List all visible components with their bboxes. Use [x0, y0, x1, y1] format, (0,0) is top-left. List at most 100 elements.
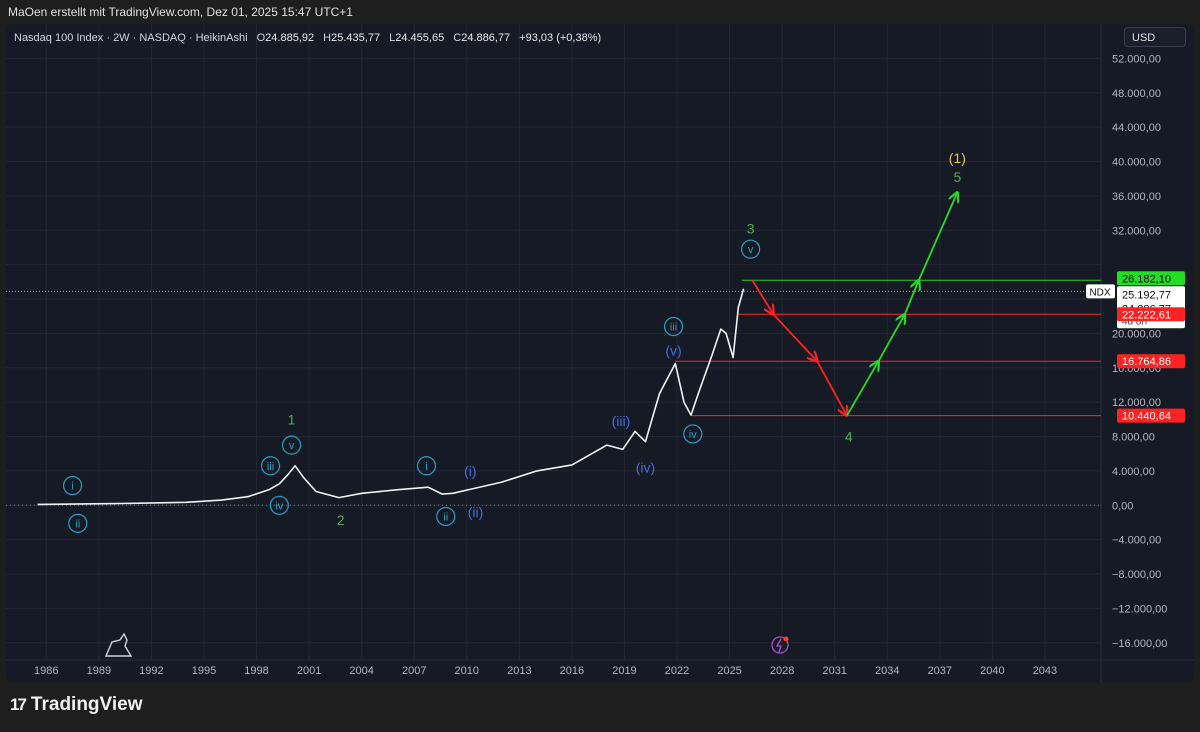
wave-label: 5	[953, 169, 961, 185]
symbol-tag-box	[1086, 284, 1115, 299]
chart-frame[interactable]: 1 v iii iv 2 i ii i ii (i) (ii) (iii) (iv) iii (v) iv 3 v…	[6, 24, 1194, 682]
x-tick-label: 2025	[717, 665, 741, 677]
wave-label: v	[748, 244, 754, 256]
x-tick-label: 2028	[770, 665, 794, 677]
wave-label: iv	[689, 429, 697, 441]
wave-label: iii	[670, 322, 677, 334]
projection-down-arrow[interactable]	[772, 313, 817, 361]
y-tick-label: −16.000,00	[1112, 638, 1167, 650]
low-value: 24.455,65	[395, 32, 445, 44]
bar-countdown: 4d 8h	[1122, 316, 1147, 327]
wave-label-circle	[683, 424, 703, 444]
x-tick-label: 2043	[1033, 665, 1057, 677]
projection-down-arrow[interactable]	[751, 279, 773, 314]
y-tick-label: 44.000,00	[1112, 122, 1161, 134]
price-series-line[interactable]	[37, 288, 745, 506]
wave-label: (v)	[665, 343, 681, 359]
wave-label-circle	[740, 239, 761, 259]
wave-label: (i)	[464, 463, 476, 479]
x-tick-label: 2004	[349, 665, 373, 677]
x-tick-label: 2016	[560, 665, 584, 677]
event-lightning-icon[interactable]	[771, 636, 789, 654]
y-tick-label: 40.000,00	[1112, 157, 1161, 169]
y-tick-label: 32.000,00	[1112, 225, 1161, 237]
wave-label: (iv)	[636, 459, 655, 475]
wave-label-circle	[281, 435, 302, 455]
x-tick-label: 2019	[612, 665, 636, 677]
x-tick-label: 2031	[822, 665, 846, 677]
wave-label: i	[425, 461, 427, 473]
price-label-red: 10.440,64	[1122, 411, 1171, 423]
x-tick-label: 2034	[875, 665, 899, 677]
y-tick-label: 20.000,00	[1112, 328, 1161, 340]
price-label-red: 22.222,61	[1122, 309, 1171, 321]
y-tick-label: 48.000,00	[1112, 88, 1161, 100]
wave-label: (ii)	[468, 504, 484, 520]
y-tick-label: −12.000,00	[1112, 603, 1167, 615]
price-label-red-box	[1117, 307, 1185, 322]
projection-up-arrow[interactable]	[903, 280, 919, 315]
symbol-description[interactable]: Nasdaq 100 Index · 2W · NASDAQ · HeikinA…	[14, 32, 248, 44]
wave-label-circle	[663, 316, 684, 337]
symbol-legend: Nasdaq 100 Index · 2W · NASDAQ · HeikinA…	[14, 32, 601, 44]
y-tick-label: 4.000,00	[1112, 466, 1155, 478]
chart-canvas[interactable]: 1viiiiv2iiiiii(i)(ii)(iii)(iv)iii(v)iv3v…	[6, 24, 1194, 682]
tradingview-mascot-icon	[104, 632, 133, 657]
price-label-green-box	[1117, 271, 1185, 286]
projection-up-arrow[interactable]	[917, 192, 958, 281]
wave-label: iii	[267, 461, 274, 473]
high-value: 25.435,77	[331, 32, 381, 44]
lightning-bolt-icon	[775, 638, 782, 653]
x-tick-label: 1986	[34, 665, 58, 677]
x-tick-label: 2007	[402, 665, 426, 677]
y-tick-label: 0,00	[1112, 500, 1133, 512]
wave-label: iv	[275, 500, 283, 512]
x-tick-label: 2022	[665, 665, 689, 677]
wave-label-circle	[269, 495, 289, 515]
change-value: +93,03 (+0,38%)	[519, 32, 602, 44]
wave-label-circle	[416, 456, 437, 476]
high-label: H	[323, 32, 332, 44]
wave-label: 1	[288, 411, 296, 427]
wave-label: v	[289, 440, 295, 452]
event-dot-icon	[783, 636, 789, 642]
wave-label-circle	[436, 506, 456, 527]
y-tick-label: 52.000,00	[1112, 53, 1161, 65]
symbol-tag: NDX	[1089, 287, 1110, 298]
currency-button[interactable]: USD	[1124, 27, 1186, 47]
wave-label: ii	[75, 518, 80, 530]
y-tick-label: 8.000,00	[1112, 432, 1155, 444]
price-label-red-box	[1117, 408, 1185, 423]
low-label: L	[389, 32, 396, 44]
wave-label-circle	[260, 456, 281, 476]
close-value: 24.886,77	[461, 32, 511, 44]
wave-label: 4	[845, 429, 853, 445]
attribution-text: MaOen erstellt mit TradingView.com, Dez …	[8, 5, 353, 19]
price-label-red-box	[1117, 354, 1185, 369]
y-tick-label: 36.000,00	[1112, 191, 1161, 203]
price-label-last: 25.192,77	[1122, 289, 1171, 301]
tradingview-brand[interactable]: 17 TradingView	[10, 694, 143, 716]
x-tick-label: 2013	[507, 665, 531, 677]
projection-down-arrow[interactable]	[816, 360, 847, 415]
projection-up-arrow[interactable]	[877, 314, 904, 362]
price-label-red: 16.764,86	[1122, 356, 1171, 368]
y-tick-label: −4.000,00	[1112, 535, 1161, 547]
wave-label-circle	[68, 513, 88, 533]
close-label: C	[453, 32, 462, 44]
wave-label: 3	[747, 221, 755, 237]
y-tick-label: 12.000,00	[1112, 397, 1161, 409]
x-tick-label: 2010	[455, 665, 479, 677]
y-tick-label: −8.000,00	[1112, 569, 1161, 581]
x-tick-label: 1992	[139, 665, 163, 677]
brand-name: TradingView	[30, 694, 143, 715]
wave-label: (iii)	[612, 413, 631, 429]
wave-label: 2	[337, 512, 345, 528]
x-tick-label: 1998	[244, 665, 268, 677]
projection-up-arrow[interactable]	[846, 361, 879, 417]
open-label: O	[256, 32, 266, 44]
price-label-green: 26.182,10	[1122, 273, 1171, 285]
wave-label: (1)	[949, 150, 966, 166]
x-tick-label: 1995	[192, 665, 216, 677]
x-tick-label: 2040	[980, 665, 1004, 677]
